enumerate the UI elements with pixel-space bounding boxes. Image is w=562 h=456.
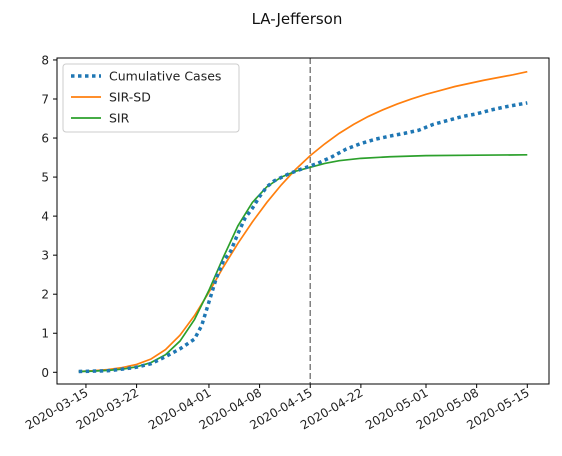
axes-frame [56,57,550,385]
y-tick-label: 6 [41,132,49,146]
legend: Cumulative Cases SIR-SD SIR [62,63,240,133]
y-tick-label: 8 [41,53,49,67]
series-line-sir-sd [78,70,528,373]
y-tick-label: 7 [41,92,49,106]
y-tick-label: 4 [41,210,49,224]
legend-label: Cumulative Cases [109,69,221,84]
legend-box [62,63,240,133]
y-tick-label: 3 [41,249,49,263]
legend-label: SIR-SD [109,90,151,105]
series-line-sir [78,153,528,373]
y-tick-label: 5 [41,171,49,185]
y-tick-label: 0 [41,366,49,380]
y-tick-label: 2 [41,288,49,302]
chart-title: LA-Jefferson [252,10,343,28]
series-line-cumulative-cases [78,101,528,374]
plot-area [78,58,528,384]
y-tick-label: 1 [41,327,49,341]
legend-label: SIR [109,111,130,126]
